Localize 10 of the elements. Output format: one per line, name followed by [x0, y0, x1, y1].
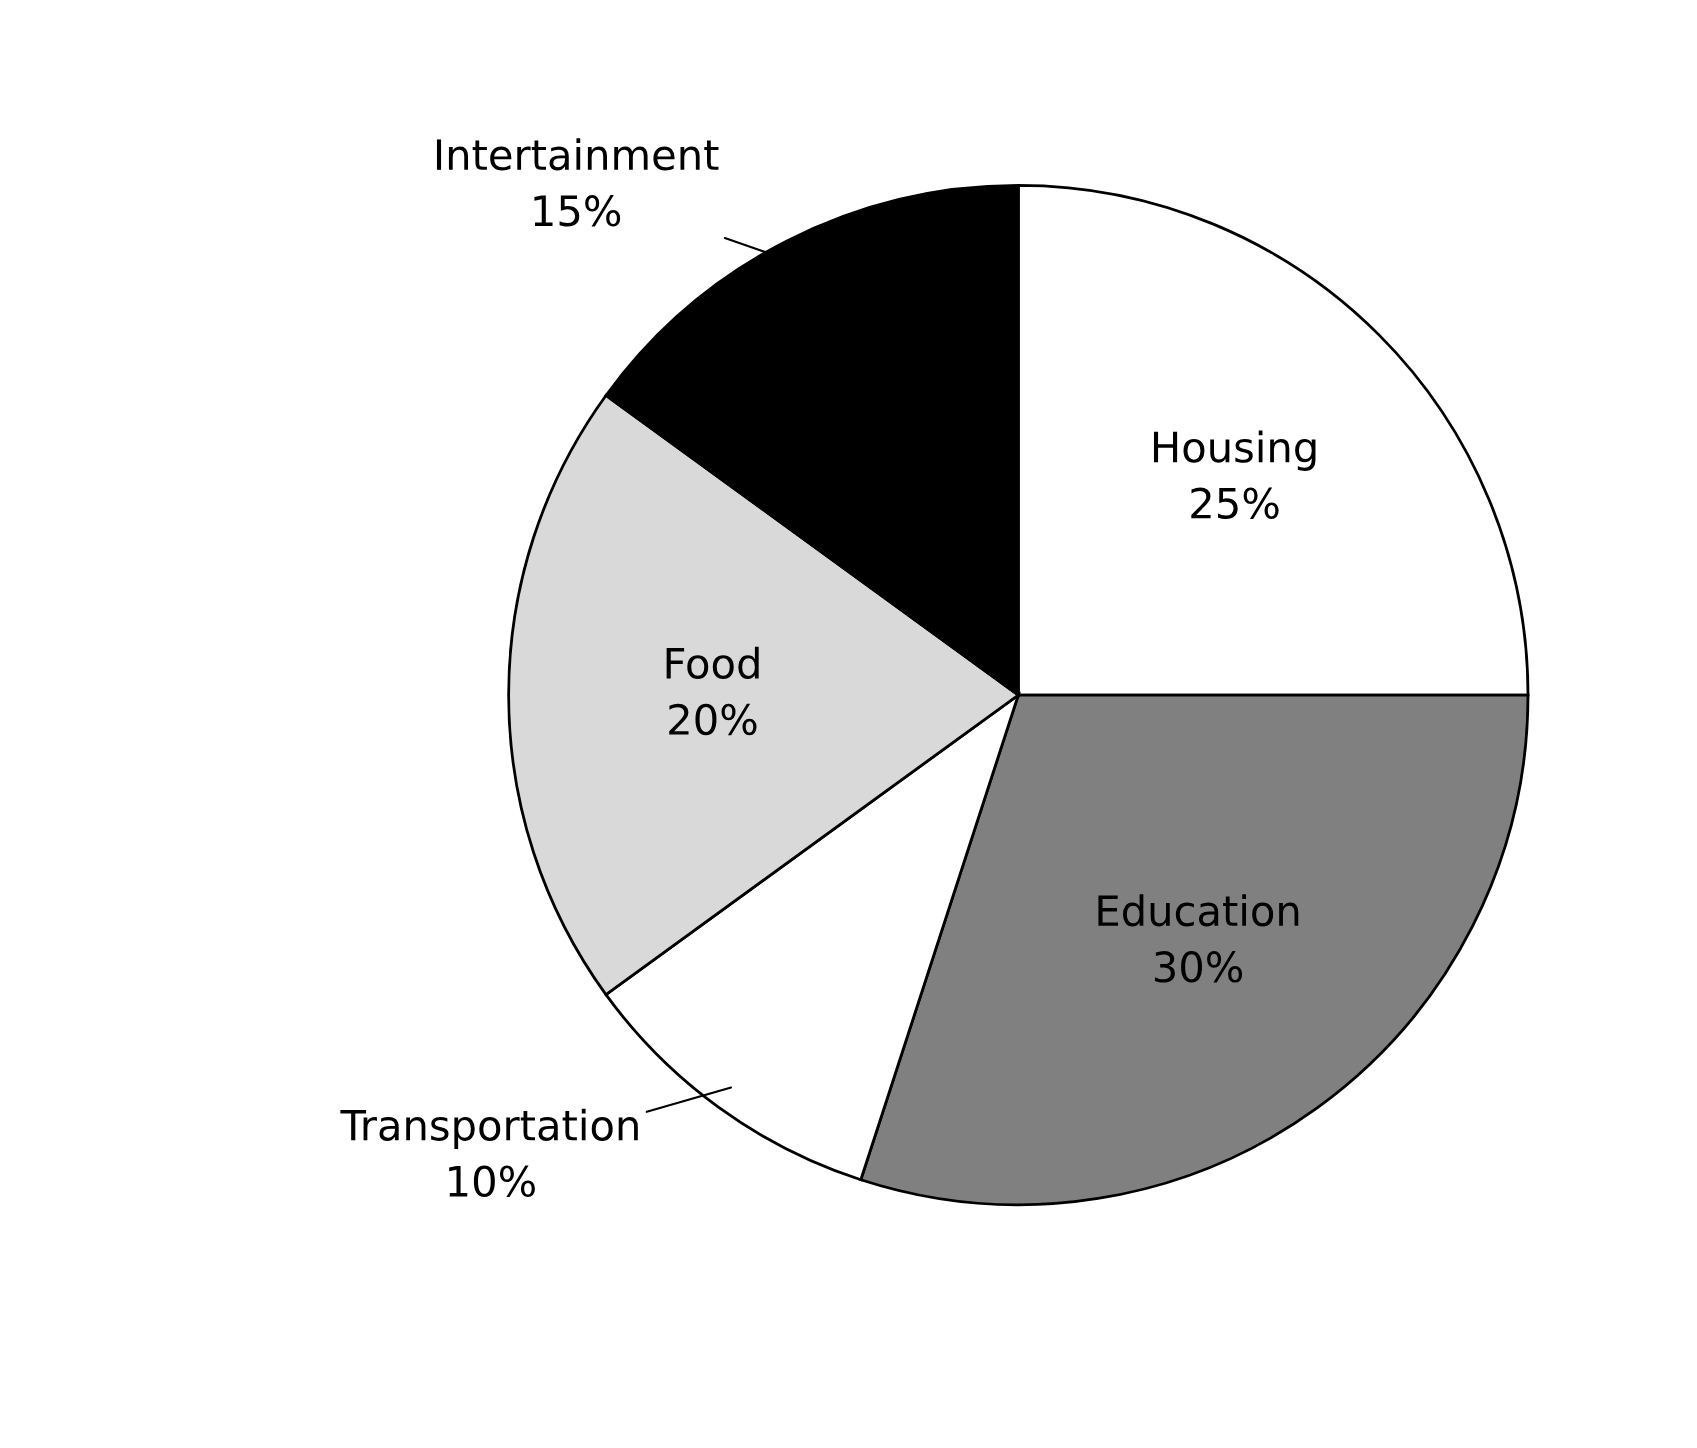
slice-label: Food	[666, 646, 759, 680]
data-label: 20%	[669, 703, 757, 736]
data-label: 15%	[534, 195, 621, 227]
slice-label: Education	[1098, 894, 1299, 927]
slice-label: Intertainment	[436, 138, 719, 171]
data-label: 25%	[1191, 487, 1279, 519]
slice-label: Transportation	[340, 1108, 638, 1149]
data-label: 10%	[449, 1165, 535, 1198]
slice-label: Housing	[1153, 430, 1316, 471]
data-label: 30%	[1154, 951, 1243, 983]
